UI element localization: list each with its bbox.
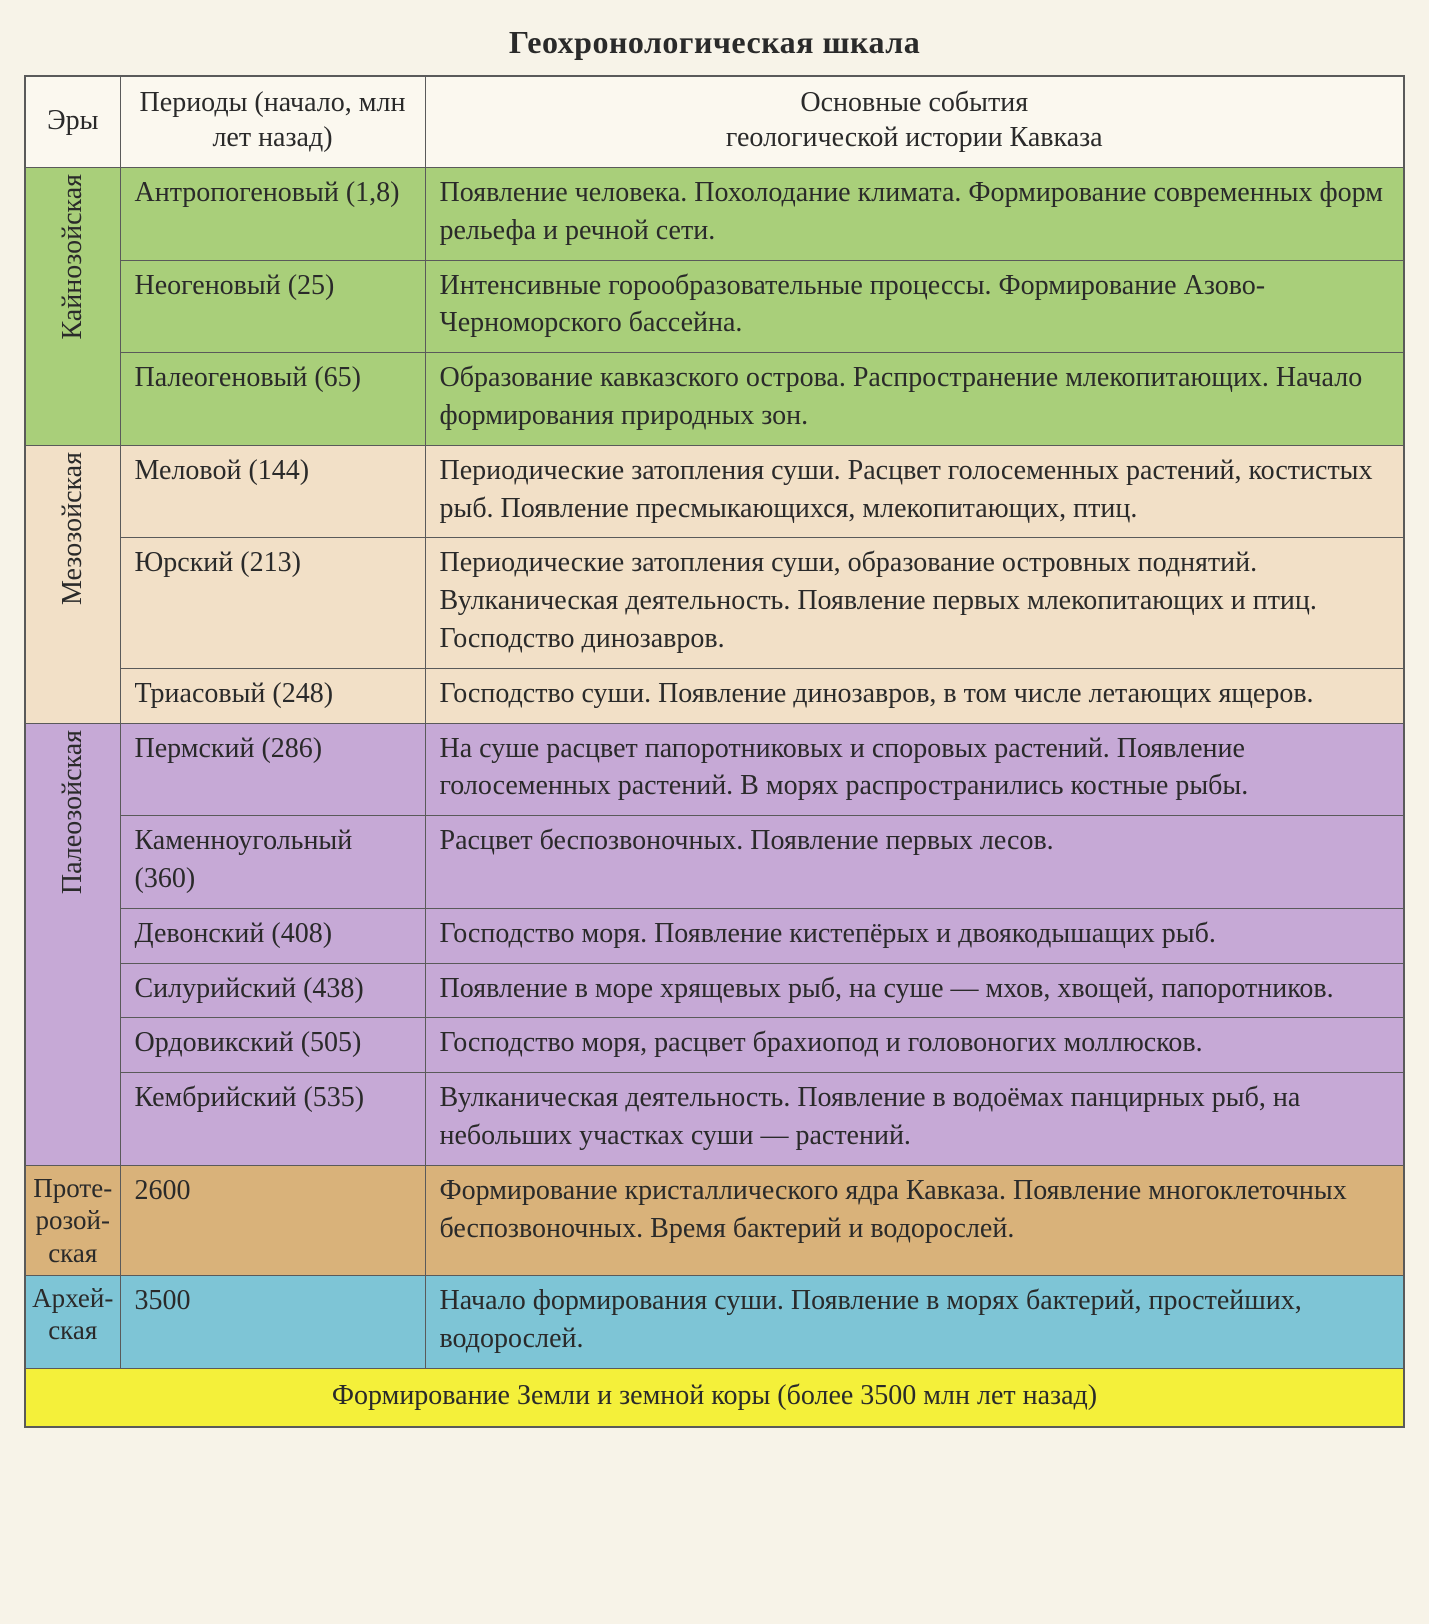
period-cell: Девонский (408) bbox=[120, 908, 425, 963]
era-label: Палеозойская bbox=[54, 730, 92, 894]
table-row: Юрский (213) Периодические затопления су… bbox=[25, 538, 1404, 668]
table-row: Девонский (408) Господство моря. Появлен… bbox=[25, 908, 1404, 963]
table-row: Неогеновый (25) Интенсивные горообразова… bbox=[25, 260, 1404, 353]
page-title: Геохронологическая шкала bbox=[24, 24, 1405, 61]
table-footer-row: Формирование Земли и земной коры (более … bbox=[25, 1368, 1404, 1427]
period-cell: Каменноугольный (360) bbox=[120, 816, 425, 909]
events-cell: Появление человека. Похолодание климата.… bbox=[425, 168, 1404, 261]
period-cell: 3500 bbox=[120, 1275, 425, 1368]
period-cell: Палеогеновый (65) bbox=[120, 353, 425, 446]
table-row: Триасовый (248) Господство суши. Появлен… bbox=[25, 668, 1404, 723]
events-cell: На суше расцвет папоротниковых и споровы… bbox=[425, 723, 1404, 816]
period-cell: Силурийский (438) bbox=[120, 963, 425, 1018]
geochronology-table: Эры Периоды (начало, млн лет назад) Осно… bbox=[24, 75, 1405, 1428]
events-cell: Образование кавказского острова. Распрос… bbox=[425, 353, 1404, 446]
events-cell: Периодические затопления суши, образован… bbox=[425, 538, 1404, 668]
era-cell-cenozoic: Кайнозойская bbox=[25, 168, 120, 446]
era-cell-archean: Архей­ская bbox=[25, 1275, 120, 1368]
period-cell: Юрский (213) bbox=[120, 538, 425, 668]
table-row: Каменноугольный (360) Расцвет беспозвоно… bbox=[25, 816, 1404, 909]
table-row: Проте­розой­ская 2600 Формирование крист… bbox=[25, 1165, 1404, 1275]
table-row: Кайнозойская Антропогеновый (1,8) Появле… bbox=[25, 168, 1404, 261]
era-label: Мезозойская bbox=[54, 452, 92, 605]
table-row: Палеозойская Пермский (286) На суше расц… bbox=[25, 723, 1404, 816]
period-cell: Меловой (144) bbox=[120, 445, 425, 538]
table-row: Палеогеновый (65) Образование кавказског… bbox=[25, 353, 1404, 446]
events-cell: Интенсивные горообразовательные процессы… bbox=[425, 260, 1404, 353]
col-header-events: Основные события геологической истории К… bbox=[425, 76, 1404, 168]
footer-cell: Формирование Земли и земной коры (более … bbox=[25, 1368, 1404, 1427]
period-cell: Ордовикский (505) bbox=[120, 1018, 425, 1073]
events-cell: Господство моря. Появление кистепёрых и … bbox=[425, 908, 1404, 963]
period-cell: Триасовый (248) bbox=[120, 668, 425, 723]
col-header-period: Периоды (начало, млн лет назад) bbox=[120, 76, 425, 168]
table-header-row: Эры Периоды (начало, млн лет назад) Осно… bbox=[25, 76, 1404, 168]
period-cell: Кембрийский (535) bbox=[120, 1073, 425, 1166]
col-header-era: Эры bbox=[25, 76, 120, 168]
period-cell: 2600 bbox=[120, 1165, 425, 1275]
events-cell: Вулканическая деятельность. Появление в … bbox=[425, 1073, 1404, 1166]
table-row: Мезозойская Меловой (144) Периодические … bbox=[25, 445, 1404, 538]
era-label: Кайнозойская bbox=[54, 174, 92, 340]
col-header-events-line2: геологической истории Кавказа bbox=[726, 122, 1103, 153]
table-row: Архей­ская 3500 Начало формирования суши… bbox=[25, 1275, 1404, 1368]
era-cell-mesozoic: Мезозойская bbox=[25, 445, 120, 723]
events-cell: Периодические затопления суши. Расцвет г… bbox=[425, 445, 1404, 538]
table-row: Силурийский (438) Появление в море хряще… bbox=[25, 963, 1404, 1018]
events-cell: Господство суши. Появление динозавров, в… bbox=[425, 668, 1404, 723]
events-cell: Начало формирования суши. Появление в мо… bbox=[425, 1275, 1404, 1368]
events-cell: Появление в море хрящевых рыб, на суше —… bbox=[425, 963, 1404, 1018]
period-cell: Пермский (286) bbox=[120, 723, 425, 816]
events-cell: Формирование кристаллического ядра Кавка… bbox=[425, 1165, 1404, 1275]
events-cell: Господство моря, расцвет брахиопод и гол… bbox=[425, 1018, 1404, 1073]
col-header-events-line1: Основные события bbox=[800, 87, 1028, 118]
table-row: Ордовикский (505) Господство моря, расцв… bbox=[25, 1018, 1404, 1073]
period-cell: Антропогеновый (1,8) bbox=[120, 168, 425, 261]
era-cell-proterozoic: Проте­розой­ская bbox=[25, 1165, 120, 1275]
table-row: Кембрийский (535) Вулканическая деятельн… bbox=[25, 1073, 1404, 1166]
events-cell: Расцвет беспозвоночных. Появление первых… bbox=[425, 816, 1404, 909]
era-cell-paleozoic: Палеозойская bbox=[25, 723, 120, 1165]
period-cell: Неогеновый (25) bbox=[120, 260, 425, 353]
